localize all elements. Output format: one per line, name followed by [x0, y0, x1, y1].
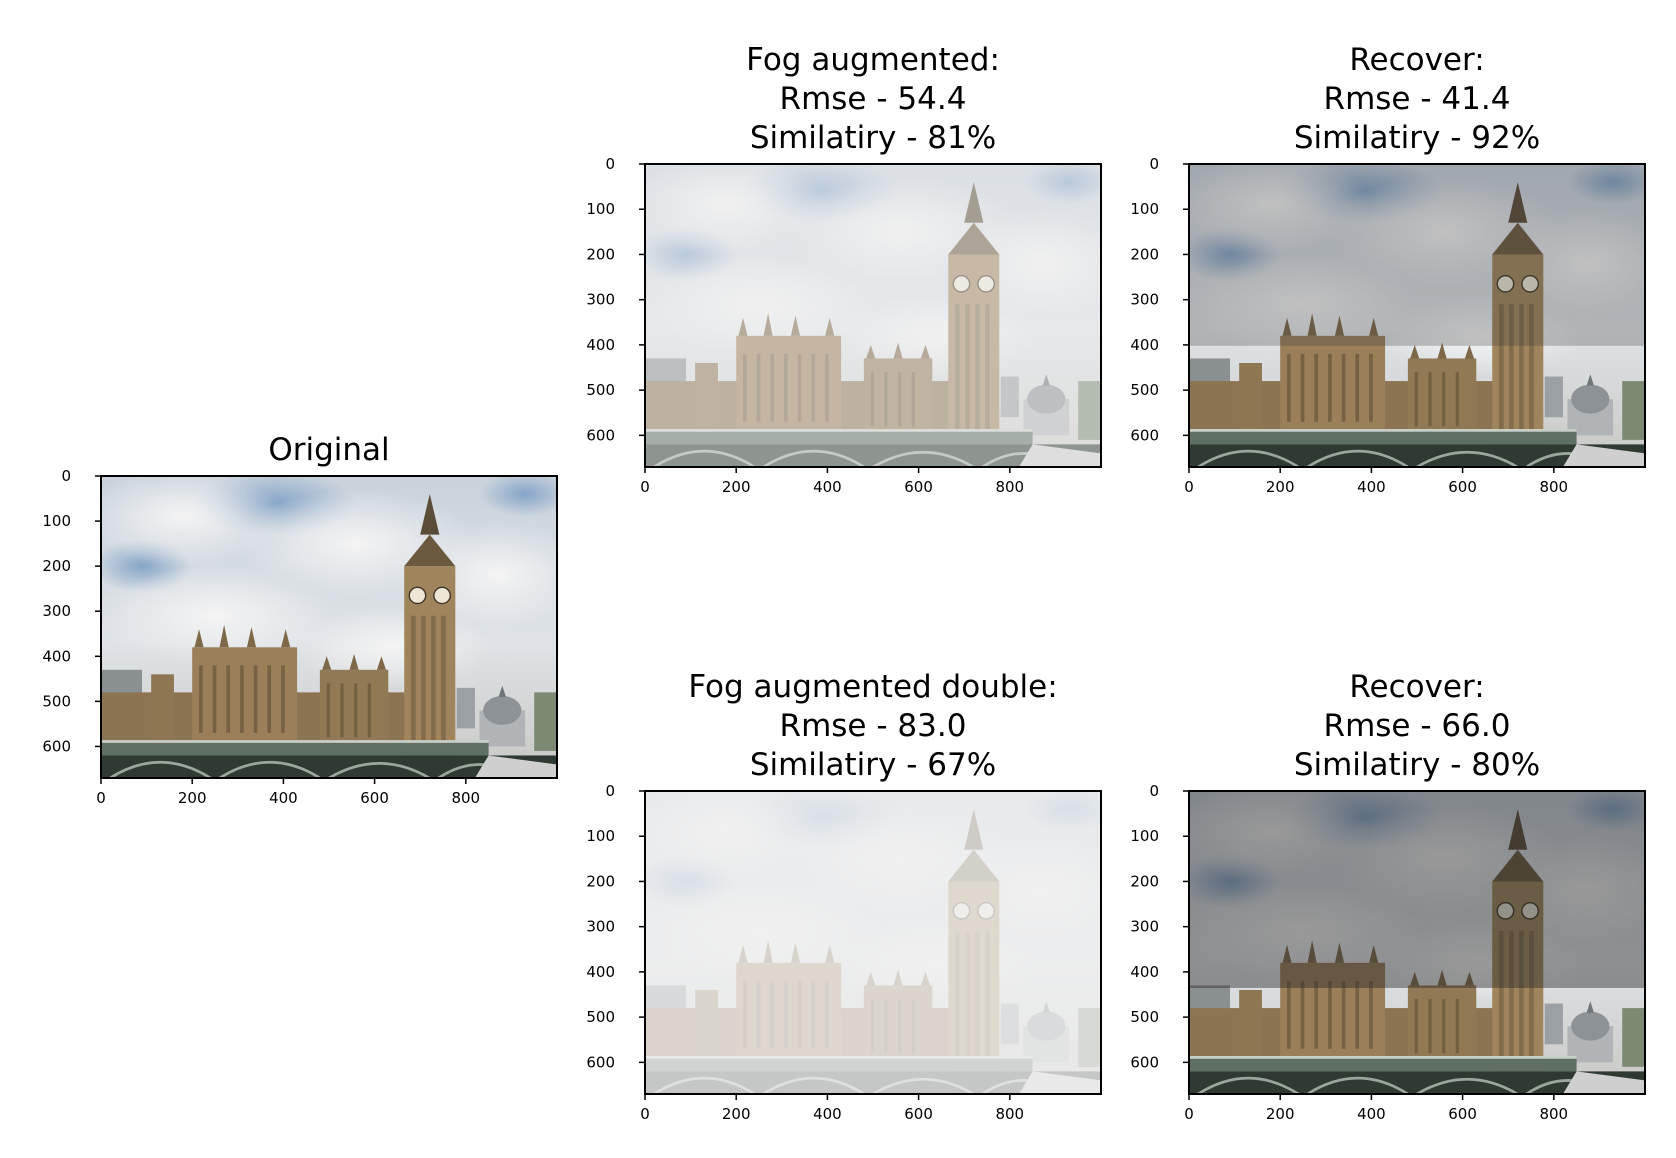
recover-shade [1189, 791, 1645, 988]
x-tick-label: 200 [722, 478, 751, 496]
x-tick-label: 400 [1357, 478, 1386, 496]
panel-title-line: Rmse - 66.0 [1324, 708, 1511, 744]
x-tick-label: 0 [640, 478, 650, 496]
panel-title-line: Fog augmented: [746, 42, 1000, 78]
y-tick-label: 600 [1130, 1053, 1159, 1071]
x-tick-label: 0 [640, 1105, 650, 1123]
y-tick-label: 300 [1130, 291, 1159, 309]
y-tick-label: 200 [42, 557, 71, 575]
x-tick-label: 400 [813, 1105, 842, 1123]
panel-title-line: Rmse - 41.4 [1324, 81, 1511, 117]
y-tick-label: 300 [586, 918, 615, 936]
panel-title-line: Recover: [1349, 42, 1484, 78]
y-tick-label: 500 [1130, 1008, 1159, 1026]
y-tick-label: 0 [1149, 155, 1159, 173]
x-tick-label: 0 [1184, 478, 1194, 496]
y-tick-label: 400 [586, 336, 615, 354]
axes-frame [100, 475, 558, 779]
x-tick-label: 600 [360, 789, 389, 807]
y-tick-label: 200 [1130, 245, 1159, 263]
y-tick-label: 500 [586, 381, 615, 399]
x-tick-label: 600 [904, 478, 933, 496]
panel-title-line: Similatiry - 80% [1294, 747, 1540, 783]
panel-title-line: Similatiry - 92% [1294, 120, 1540, 156]
x-tick-label: 200 [1266, 1105, 1295, 1123]
y-tick-label: 200 [1130, 872, 1159, 890]
y-tick-label: 500 [1130, 381, 1159, 399]
y-tick-label: 100 [586, 827, 615, 845]
axes-frame [644, 163, 1102, 468]
axes-frame [644, 790, 1102, 1095]
panel-fog2: 0 200 400 600 800 0 100 200 300 400 500 600 Fog augm… [586, 669, 1102, 1123]
fog-overlay [645, 164, 1101, 467]
panel-title-line: Rmse - 83.0 [780, 708, 967, 744]
panel-title-line: Recover: [1349, 669, 1484, 705]
y-tick-label: 100 [1130, 827, 1159, 845]
y-tick-label: 500 [586, 1008, 615, 1026]
x-tick-label: 800 [451, 789, 480, 807]
x-tick-label: 600 [1448, 478, 1477, 496]
y-tick-label: 300 [1130, 918, 1159, 936]
y-tick-label: 400 [42, 647, 71, 665]
panel-title-line: Rmse - 54.4 [780, 81, 967, 117]
y-tick-label: 400 [1130, 963, 1159, 981]
y-tick-label: 600 [1130, 426, 1159, 444]
y-tick-label: 200 [586, 872, 615, 890]
y-tick-label: 0 [1149, 782, 1159, 800]
x-tick-label: 800 [1539, 1105, 1568, 1123]
y-tick-label: 600 [586, 1053, 615, 1071]
axes-frame [1188, 163, 1646, 468]
axes-frame [1188, 790, 1646, 1095]
y-tick-label: 600 [42, 737, 71, 755]
x-tick-label: 0 [1184, 1105, 1194, 1123]
panel-title-line: Similatiry - 67% [750, 747, 996, 783]
panel-recover2: 0 200 400 600 800 0 100 200 300 400 500 600 Recover:… [1130, 669, 1646, 1123]
x-tick-label: 600 [1448, 1105, 1477, 1123]
panel-image [101, 476, 557, 778]
y-tick-label: 0 [605, 155, 615, 173]
y-tick-label: 400 [1130, 336, 1159, 354]
x-tick-label: 400 [269, 789, 298, 807]
y-tick-label: 100 [42, 512, 71, 530]
x-tick-label: 0 [96, 789, 106, 807]
panel-title-line: Similatiry - 81% [750, 120, 996, 156]
panel-original: 0 200 400 600 800 0 100 200 300 400 500 600 Original [42, 432, 558, 807]
x-tick-label: 200 [178, 789, 207, 807]
y-tick-label: 100 [586, 200, 615, 218]
panel-title-line: Original [268, 432, 389, 468]
x-tick-label: 200 [1266, 478, 1295, 496]
y-tick-label: 300 [586, 291, 615, 309]
panel-title-line: Fog augmented double: [688, 669, 1057, 705]
y-tick-label: 100 [1130, 200, 1159, 218]
x-tick-label: 600 [904, 1105, 933, 1123]
x-tick-label: 800 [1539, 478, 1568, 496]
y-tick-label: 0 [605, 782, 615, 800]
x-tick-label: 400 [1357, 1105, 1386, 1123]
y-tick-label: 600 [586, 426, 615, 444]
panel-recover1: 0 200 400 600 800 0 100 200 300 400 500 600 Recover:… [1130, 42, 1646, 496]
y-tick-label: 400 [586, 963, 615, 981]
y-tick-label: 300 [42, 602, 71, 620]
x-tick-label: 400 [813, 478, 842, 496]
y-tick-label: 200 [586, 245, 615, 263]
y-tick-label: 0 [61, 467, 71, 485]
y-tick-label: 500 [42, 692, 71, 710]
panel-fog: 0 200 400 600 800 0 100 200 300 400 500 600 Fog augm… [586, 42, 1102, 496]
x-tick-label: 200 [722, 1105, 751, 1123]
x-tick-label: 800 [995, 1105, 1024, 1123]
recover-shade [1189, 164, 1645, 346]
x-tick-label: 800 [995, 478, 1024, 496]
fog-overlay [645, 791, 1101, 1094]
